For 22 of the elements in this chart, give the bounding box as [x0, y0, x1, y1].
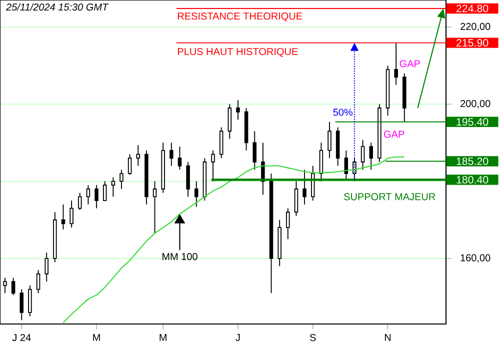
x-tick-label: N — [384, 334, 391, 341]
x-tick-label: M — [93, 334, 100, 341]
x-tick-label: J — [236, 334, 240, 342]
annotation: 50% — [333, 108, 353, 116]
annotation: 25/11/2024 15:30 GMT — [6, 3, 109, 11]
ref-line-label: 215.90 — [456, 39, 488, 47]
annotation: GAP — [384, 130, 404, 138]
x-tick-label: S — [310, 334, 316, 342]
annotation: SUPPORT MAJEUR — [344, 193, 436, 200]
ref-line-label: 224.80 — [456, 4, 488, 12]
y-tick-label: 220,00 — [460, 22, 490, 32]
x-tick-label: J 24 — [12, 334, 31, 342]
ref-line-label: 195.40 — [456, 118, 488, 126]
y-tick-label: 200,00 — [460, 100, 490, 108]
ref-line-label: 180.40 — [456, 176, 488, 184]
x-tick-label: M — [160, 334, 166, 341]
annotation: RESISTANCE THEORIQUE — [178, 12, 302, 22]
annotation: PLUS HAUT HISTORIQUE — [178, 48, 298, 57]
y-tick-label: 160,00 — [460, 254, 490, 263]
annotation: GAP — [400, 60, 420, 68]
ref-line-label: 185.20 — [456, 157, 488, 166]
series-label: MM 100 — [162, 253, 198, 260]
